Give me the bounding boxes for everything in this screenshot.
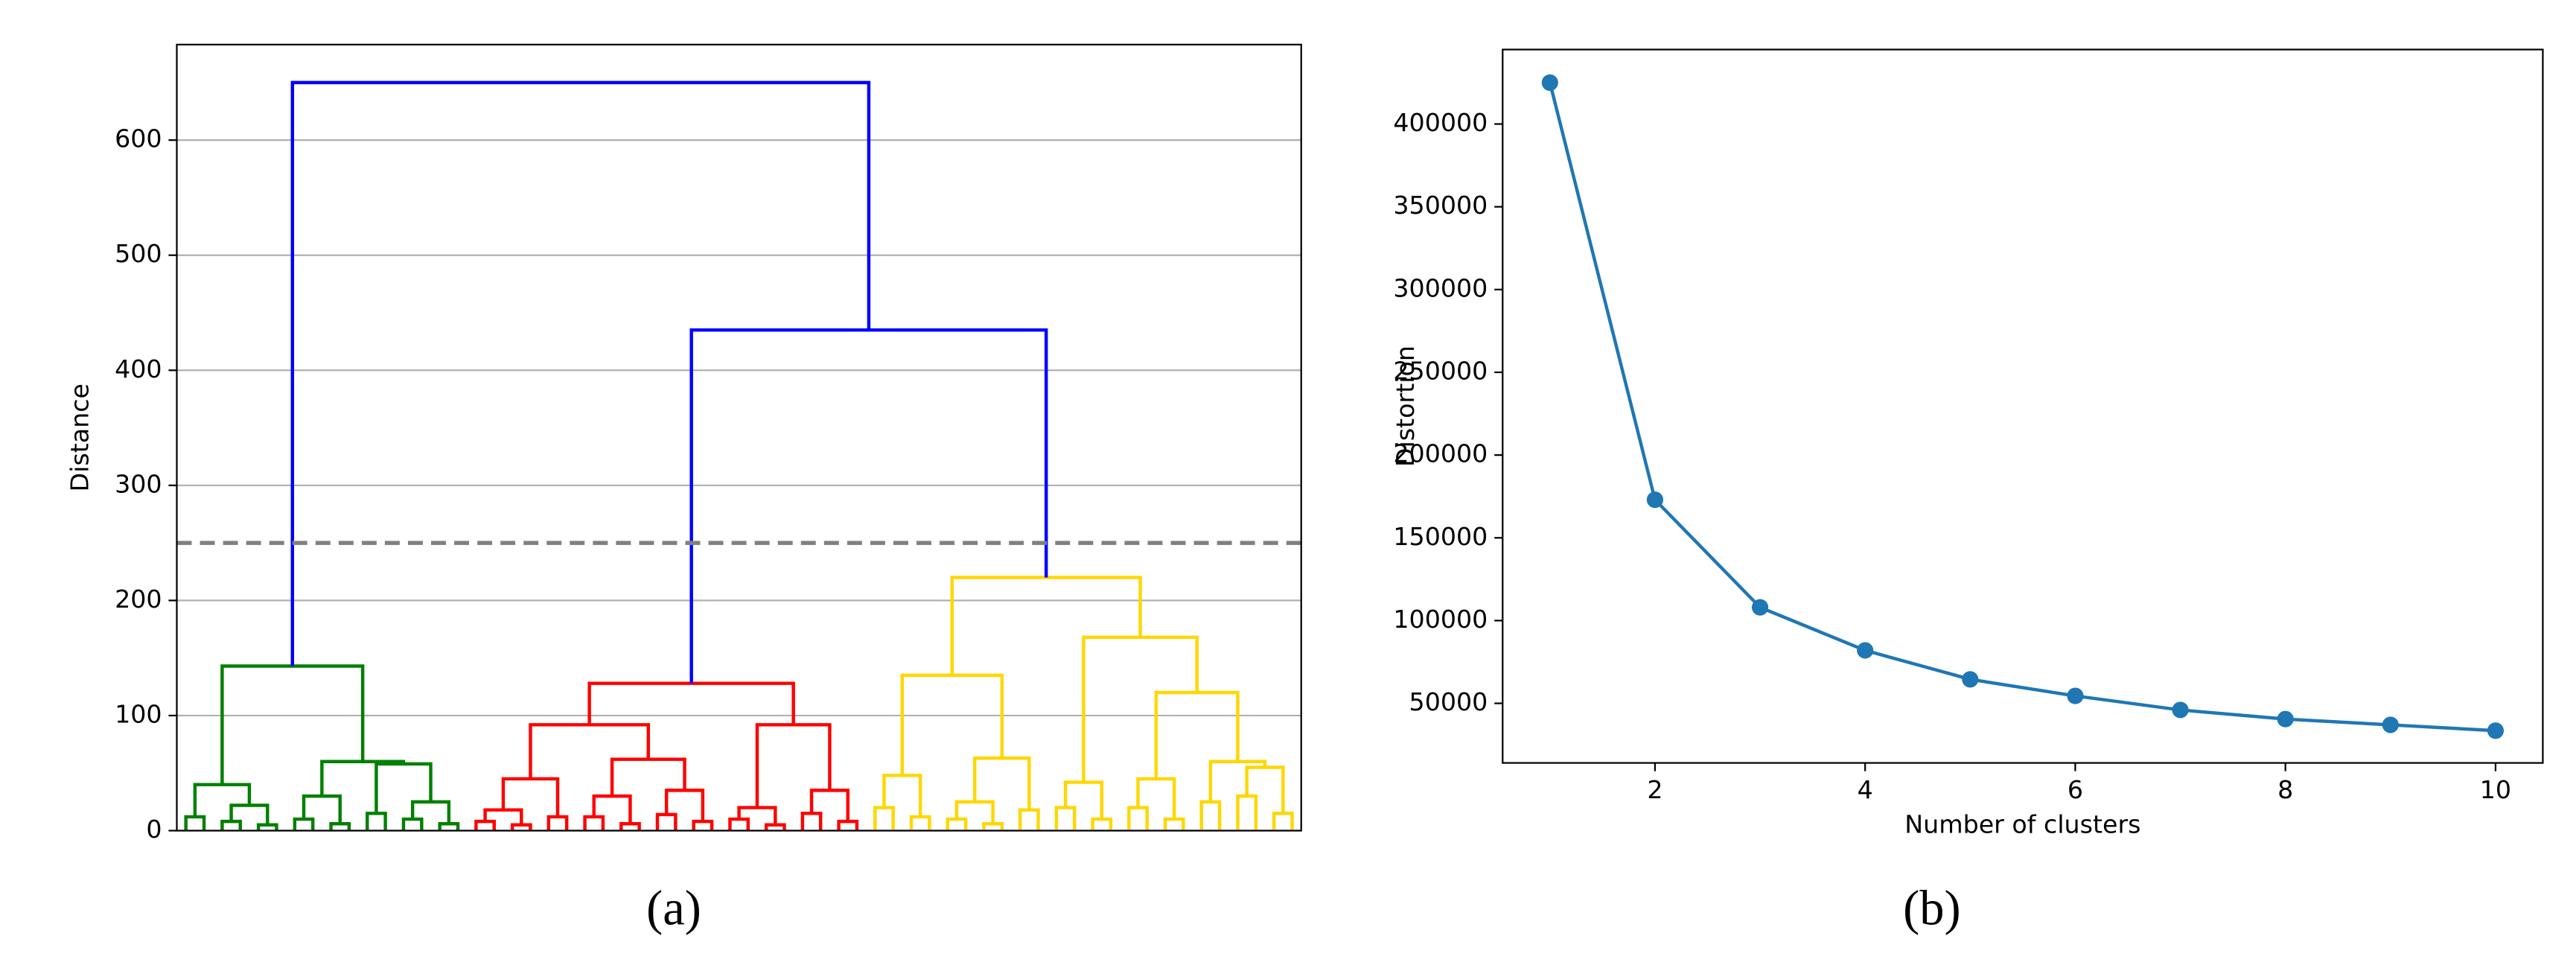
y-tick-label: 150000 (1393, 522, 1488, 551)
x-tick-label: 2 (1647, 775, 1662, 804)
dendrogram-link (1091, 817, 1113, 831)
point (2172, 701, 2189, 719)
y-axis-label: Distance (65, 383, 94, 491)
dendrogram-link (1054, 806, 1077, 831)
dendrogram-link (193, 783, 252, 817)
dendrogram-link (1154, 690, 1240, 779)
dendrogram-link (728, 817, 750, 831)
dendrogram-link (1127, 806, 1149, 831)
caption: (b) (1903, 882, 1961, 936)
dendrogram-link (664, 789, 705, 822)
dendrogram-link (220, 664, 365, 785)
y-tick-label: 250000 (1393, 356, 1488, 385)
dendrogram-link (1245, 765, 1285, 814)
line (1548, 82, 2496, 733)
dendrogram-link (320, 760, 406, 797)
dendrogram-link (1272, 812, 1294, 831)
y-tick-label: 400 (115, 354, 162, 383)
x-axis-label: Number of clusters (1904, 809, 2140, 838)
y-tick-label: 500 (115, 239, 162, 268)
y-tick-label: 200000 (1393, 439, 1488, 468)
point (1857, 642, 1874, 659)
dendrogram-link (583, 815, 605, 831)
y-tick-label: 200 (115, 585, 162, 614)
dendrogram-link (909, 815, 931, 831)
dendrogram-link (1236, 794, 1258, 831)
dendrogram-link (1018, 808, 1040, 831)
dendrogram-link (329, 822, 351, 831)
dendrogram-link (954, 800, 995, 824)
dendrogram-link (689, 328, 1048, 684)
point (2277, 710, 2294, 728)
y-axis-label: Distortion (1391, 346, 1420, 467)
y-tick-label: 0 (146, 815, 162, 844)
x-tick-label: 4 (1858, 775, 1873, 804)
caption: (a) (646, 882, 701, 936)
y-tick-label: 400000 (1393, 108, 1488, 137)
dendrogram-link (374, 762, 433, 814)
dendrogram-link (1136, 777, 1176, 820)
dendrogram-link (692, 819, 714, 831)
dendrogram-link (1082, 635, 1199, 783)
y-tick-label: 350000 (1393, 191, 1488, 220)
point (1541, 74, 1558, 92)
dendrogram-link (510, 823, 532, 831)
dendrogram-link (800, 812, 823, 831)
dendrogram-link (900, 673, 1004, 776)
dendrogram-link (1199, 800, 1222, 831)
y-tick-label: 50000 (1409, 687, 1488, 716)
y-tick-label: 100000 (1393, 605, 1488, 634)
dendrogram-link (610, 757, 686, 797)
point (2487, 722, 2505, 739)
dendrogram-link (220, 819, 242, 831)
dendrogram-link (950, 576, 1142, 675)
y-tick-label: 600 (115, 124, 162, 153)
dendrogram-link (474, 819, 496, 831)
dendrogram-link (184, 815, 206, 831)
dendrogram-link (755, 723, 832, 808)
dendrogram-link (982, 822, 1004, 831)
point (2067, 687, 2084, 704)
dendrogram-link (737, 806, 777, 825)
dendrogram-link (293, 817, 315, 831)
dendrogram-link (587, 681, 795, 725)
dendrogram-link (837, 819, 859, 831)
dendrogram-link (256, 823, 278, 831)
dendrogram-link (809, 789, 849, 822)
dendrogram-link (973, 756, 1031, 810)
dendrogram-link (438, 822, 460, 831)
dendrogram-link (401, 817, 424, 831)
dendrogram-link (1063, 780, 1104, 820)
dendrogram-link (529, 723, 651, 779)
plot-frame (176, 43, 1302, 832)
point (1646, 491, 1664, 509)
dendrogram-link (229, 803, 270, 825)
y-tick-label: 300 (115, 469, 162, 498)
dendrogram-link (764, 823, 786, 831)
x-tick-label: 6 (2068, 775, 2083, 804)
dendrogram-link (592, 794, 632, 824)
plot-frame (1502, 48, 2544, 764)
x-tick-label: 8 (2277, 775, 2293, 804)
x-tick-label: 10 (2480, 775, 2511, 804)
dendrogram-link (946, 817, 968, 831)
point (2382, 716, 2399, 733)
dendrogram-link (546, 815, 569, 831)
dendrogram-link (873, 806, 895, 831)
dendrogram-link (1163, 817, 1185, 831)
y-tick-label: 100 (115, 699, 162, 728)
y-tick-label: 300000 (1393, 273, 1488, 302)
dendrogram-link (290, 80, 871, 666)
dendrogram-link (882, 774, 922, 817)
dendrogram-link (366, 812, 387, 831)
point (1751, 599, 1769, 616)
dendrogram-link (410, 800, 451, 824)
point (1962, 671, 1979, 688)
dendrogram-link (619, 822, 641, 831)
dendrogram-link (655, 812, 678, 831)
